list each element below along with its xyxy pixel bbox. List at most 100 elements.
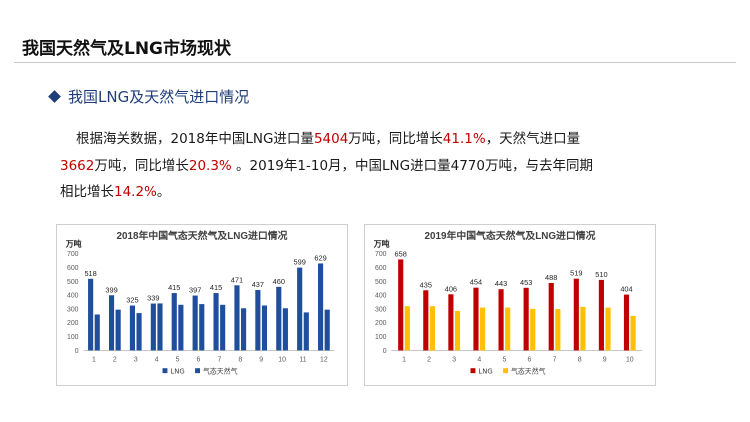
chart-2019-x-tick-10: 10 — [626, 356, 634, 363]
chart-2018-data-label-1: 518 — [84, 269, 96, 278]
chart-2019-unit-label: 万吨 — [373, 239, 390, 249]
chart-2019-bar-gas-3 — [454, 311, 461, 351]
chart-2019-bar-lng-9 — [598, 279, 604, 351]
lng-growth-2018-value: 41.1% — [442, 131, 486, 147]
paragraph-line-3: 相比增长14.2%。 — [60, 179, 710, 206]
chart-2019-bar-gas-2 — [429, 306, 435, 351]
chart-2019-data-label-1: 658 — [395, 249, 407, 258]
chart-2019-x-tick-3: 3 — [452, 356, 456, 363]
chart-2018-bar-gas-1 — [94, 314, 100, 351]
chart-2018-bar-gas-4 — [157, 303, 163, 351]
chart-2018-data-label-2: 399 — [105, 285, 117, 294]
chart-2018-x-tick-12: 12 — [320, 356, 328, 363]
chart-2019-legend-label-lng: LNG — [478, 368, 492, 376]
chart-2018-legend-swatch-lng — [162, 368, 168, 374]
chart-2018-x-tick-5: 5 — [176, 356, 180, 363]
chart-2018-data-label-3: 325 — [126, 296, 138, 305]
chart-2018-data-label-8: 471 — [231, 275, 243, 284]
paragraph-text: 万吨，同比增长 — [348, 131, 443, 147]
chart-2018-x-tick-11: 11 — [299, 356, 306, 363]
chart-2019-bar-gas-10 — [630, 315, 636, 351]
chart-2018-bar-lng-6 — [192, 295, 198, 351]
gas-growth-2018-value: 20.3% — [188, 157, 232, 174]
chart-2019-data-label-6: 453 — [520, 278, 532, 287]
chart-2018-bar-lng-4 — [150, 303, 156, 351]
chart-2018-data-label-12: 629 — [314, 253, 326, 262]
chart-2019-x-tick-8: 8 — [578, 356, 582, 363]
chart-2019-x-tick-4: 4 — [477, 356, 481, 363]
chart-2018-bar-lng-2 — [108, 295, 115, 351]
chart-2018-data-label-4: 339 — [147, 294, 159, 303]
chart-2019-x-tick-5: 5 — [502, 356, 506, 363]
chart-2018-y-tick-0: 0 — [75, 348, 79, 355]
title-divider — [14, 62, 736, 63]
chart-2018-x-tick-4: 4 — [155, 356, 159, 363]
chart-2019-bar-lng-5 — [498, 289, 504, 351]
chart-2019-legend-label-gas: 气态天然气 — [511, 367, 546, 376]
section-heading-text: 我国LNG及天然气进口情况 — [68, 88, 250, 106]
chart-2018-y-tick-7: 700 — [67, 251, 79, 258]
chart-2018-bar-gas-6 — [199, 304, 205, 351]
chart-2019-title: 2019年中国气态天然气及LNG进口情况 — [425, 229, 596, 242]
chart-2018-bar-gas-11 — [303, 312, 309, 351]
chart-2018-y-tick-5: 500 — [67, 279, 79, 286]
chart-2019-data-label-4: 454 — [470, 278, 482, 287]
chart-2019-bar-gas-1 — [404, 306, 410, 351]
chart-2019-data-label-7: 488 — [545, 273, 557, 282]
lng-import-2018-value: 5404 — [313, 131, 349, 147]
chart-2019-bar-gas-9 — [605, 307, 611, 351]
chart-2018-bar-lng-3 — [129, 305, 136, 351]
chart-2018-bar-lng-1 — [88, 278, 94, 351]
chart-2019-x-tick-9: 9 — [603, 356, 607, 363]
chart-2019-data-label-5: 443 — [495, 279, 507, 288]
chart-2019-bar-lng-7 — [548, 282, 554, 351]
chart-2019-y-tick-4: 400 — [375, 293, 387, 300]
chart-2018-bar-lng-7 — [213, 293, 219, 351]
chart-2018-bar-lng-12 — [318, 263, 324, 351]
chart-2018-x-tick-6: 6 — [197, 356, 201, 363]
chart-2019-x-tick-2: 2 — [427, 356, 431, 363]
chart-2018-data-label-9: 437 — [252, 280, 264, 289]
chart-2019-data-label-3: 406 — [445, 284, 457, 293]
chart-2018-bar-gas-5 — [178, 304, 184, 351]
chart-2019-bar-gas-4 — [480, 307, 486, 351]
chart-2018-bar-lng-5 — [171, 293, 177, 351]
chart-2019-data-label-8: 519 — [570, 269, 582, 278]
chart-2019-data-label-2: 435 — [420, 280, 432, 289]
chart-2018-x-tick-1: 1 — [92, 356, 96, 363]
chart-2019-imports: 2019年中国气态天然气及LNG进口情况 万吨 0 100 200 300 400 500 60… — [364, 224, 656, 386]
chart-2018-y-tick-3: 300 — [67, 306, 79, 313]
diamond-bullet-icon — [48, 90, 61, 103]
chart-2019-y-tick-0: 0 — [383, 348, 387, 355]
chart-2018-data-label-6: 397 — [189, 286, 201, 295]
chart-2018-bar-gas-8 — [241, 308, 247, 351]
chart-2018-y-tick-2: 200 — [67, 320, 79, 327]
chart-2018-bar-gas-12 — [324, 309, 330, 351]
chart-2019-bar-gas-5 — [505, 307, 511, 351]
paragraph-text: ，天然气进口量 — [485, 131, 581, 147]
paragraph-text: 根据海关数据，2018年中国LNG进口量 — [76, 131, 314, 147]
chart-2018-bar-gas-9 — [261, 305, 268, 351]
chart-2019-x-tick-7: 7 — [553, 356, 557, 363]
paragraph-text: 万吨，同比增长 — [94, 157, 189, 174]
chart-2018-x-tick-7: 7 — [217, 356, 221, 363]
chart-2019-bar-lng-10 — [623, 294, 630, 351]
chart-2019-bar-gas-7 — [555, 308, 561, 351]
chart-2018-bar-gas-10 — [282, 308, 288, 351]
paragraph-text: 。2019年1-10月，中国LNG进口量4770万吨，与去年同期 — [231, 157, 593, 174]
paragraph-line-1: 根据海关数据，2018年中国LNG进口量5404万吨，同比增长41.1%，天然气… — [60, 126, 710, 153]
paragraph-text: 。 — [156, 184, 171, 200]
chart-2018-y-tick-1: 100 — [67, 334, 79, 341]
chart-2018-y-tick-4: 400 — [67, 293, 79, 300]
chart-2018-bar-gas-3 — [136, 313, 142, 351]
chart-2018-x-tick-9: 9 — [259, 356, 263, 363]
paragraph-text: 相比增长 — [60, 184, 114, 200]
slide-title: 我国天然气及LNG市场现状 — [22, 39, 232, 59]
chart-2018-data-label-7: 415 — [210, 283, 222, 292]
section-heading: 我国LNG及天然气进口情况 — [48, 86, 250, 107]
summary-paragraph: 根据海关数据，2018年中国LNG进口量5404万吨，同比增长41.1%，天然气… — [60, 126, 710, 206]
chart-2019-y-tick-6: 600 — [375, 265, 387, 272]
lng-growth-2019-value: 14.2% — [114, 184, 157, 200]
